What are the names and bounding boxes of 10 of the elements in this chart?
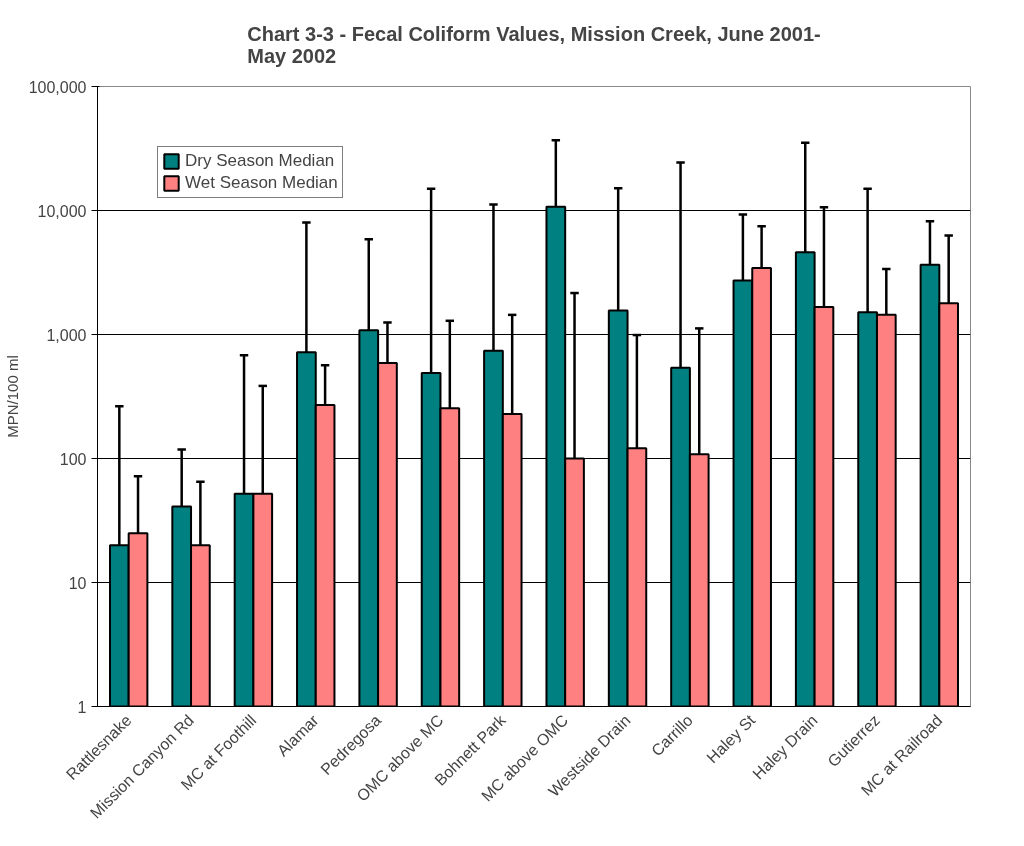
y-axis-title: MPN/100 ml <box>3 355 21 438</box>
y-tick-label: 10 <box>68 574 87 592</box>
legend-label: Wet Season Median <box>185 173 338 193</box>
chart-title: Chart 3-3 - Fecal Coliform Values, Mission Creek, June 2001- May 2002 <box>247 22 821 67</box>
y-tick-label: 100 <box>59 450 87 468</box>
y-tick-label: 1,000 <box>46 326 87 344</box>
legend-label: Dry Season Median <box>185 151 335 171</box>
y-tick-label: 10,000 <box>37 202 87 220</box>
y-tick-label: 100,000 <box>28 78 87 96</box>
y-tick-label: 1 <box>77 698 87 716</box>
